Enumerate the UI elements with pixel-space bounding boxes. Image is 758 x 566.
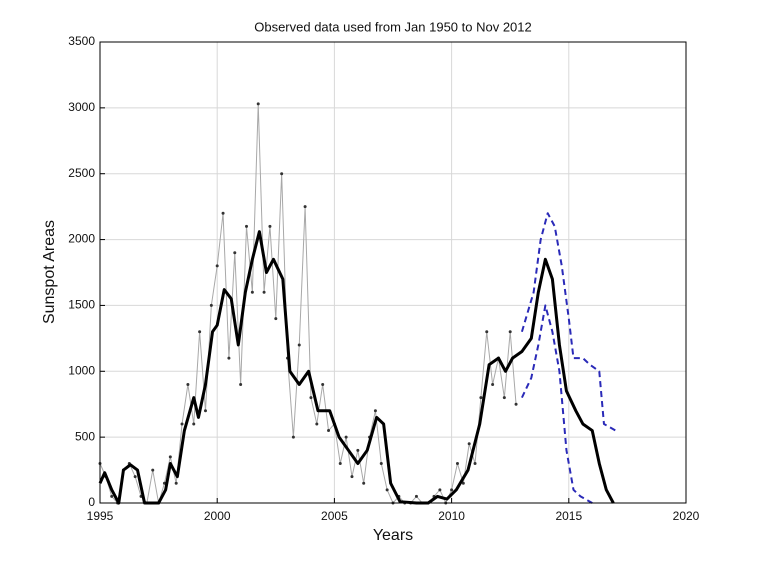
- y-axis-label: Sunspot Areas: [41, 220, 58, 324]
- data-point: [467, 442, 471, 446]
- plot-area: [100, 42, 686, 503]
- data-point: [315, 422, 319, 426]
- x-tick-label: 2000: [204, 509, 231, 523]
- data-point: [414, 494, 418, 498]
- x-tick-label: 2005: [321, 509, 348, 523]
- data-point: [508, 330, 512, 334]
- data-point: [297, 343, 301, 347]
- data-point: [291, 435, 295, 439]
- data-point: [174, 481, 178, 485]
- data-point: [385, 488, 389, 492]
- data-point: [198, 330, 202, 334]
- data-point: [262, 290, 266, 294]
- series-line: [520, 212, 617, 432]
- data-point: [250, 290, 254, 294]
- series-line: [521, 304, 593, 504]
- plot-frame: [99, 41, 687, 504]
- y-tick-label: 3500: [68, 34, 95, 48]
- data-point: [256, 102, 260, 106]
- data-point: [239, 382, 243, 386]
- data-point: [221, 211, 225, 215]
- data-point: [373, 409, 377, 413]
- y-tick-label: 2500: [68, 166, 95, 180]
- y-tick-label: 1500: [68, 298, 95, 312]
- series-line: [99, 103, 517, 504]
- data-point: [209, 303, 213, 307]
- series-line: [98, 230, 615, 505]
- data-point: [309, 396, 313, 400]
- x-tick-label: 2020: [673, 509, 700, 523]
- chart-title: Observed data used from Jan 1950 to Nov …: [254, 19, 532, 34]
- data-point: [233, 251, 237, 255]
- data-point: [461, 481, 465, 485]
- data-point: [438, 488, 442, 492]
- data-point: [133, 475, 137, 479]
- x-tick-label: 1995: [87, 509, 114, 523]
- x-tick-label: 2010: [438, 509, 465, 523]
- data-point: [455, 461, 459, 465]
- y-tick-label: 0: [88, 495, 95, 509]
- data-point: [268, 224, 272, 228]
- data-point: [215, 264, 219, 268]
- data-point: [186, 382, 190, 386]
- data-point: [514, 402, 518, 406]
- data-point: [450, 488, 454, 492]
- x-axis-label: Years: [373, 527, 413, 544]
- y-tick-label: 2000: [68, 232, 95, 246]
- y-tick-label: 1000: [68, 363, 95, 377]
- data-point: [485, 330, 489, 334]
- data-point: [502, 396, 506, 400]
- data-point: [356, 448, 360, 452]
- y-tick-label: 3000: [68, 100, 95, 114]
- data-point: [473, 461, 477, 465]
- x-tick-label: 2015: [555, 509, 582, 523]
- data-point: [327, 429, 331, 433]
- data-point: [192, 422, 196, 426]
- data-point: [479, 396, 483, 400]
- data-point: [321, 382, 325, 386]
- data-point: [344, 435, 348, 439]
- data-point: [379, 461, 383, 465]
- data-point: [245, 224, 248, 228]
- y-tick-label: 500: [75, 429, 95, 443]
- data-point: [274, 317, 278, 321]
- data-point: [362, 481, 366, 485]
- data-point: [180, 422, 184, 426]
- data-point: [491, 382, 495, 386]
- data-point: [338, 461, 342, 465]
- data-point: [203, 409, 207, 413]
- data-point: [303, 205, 307, 209]
- data-point: [280, 172, 284, 176]
- data-point: [168, 455, 172, 459]
- data-point: [151, 468, 155, 472]
- data-point: [227, 356, 231, 360]
- data-point: [110, 494, 114, 498]
- data-point: [350, 475, 354, 479]
